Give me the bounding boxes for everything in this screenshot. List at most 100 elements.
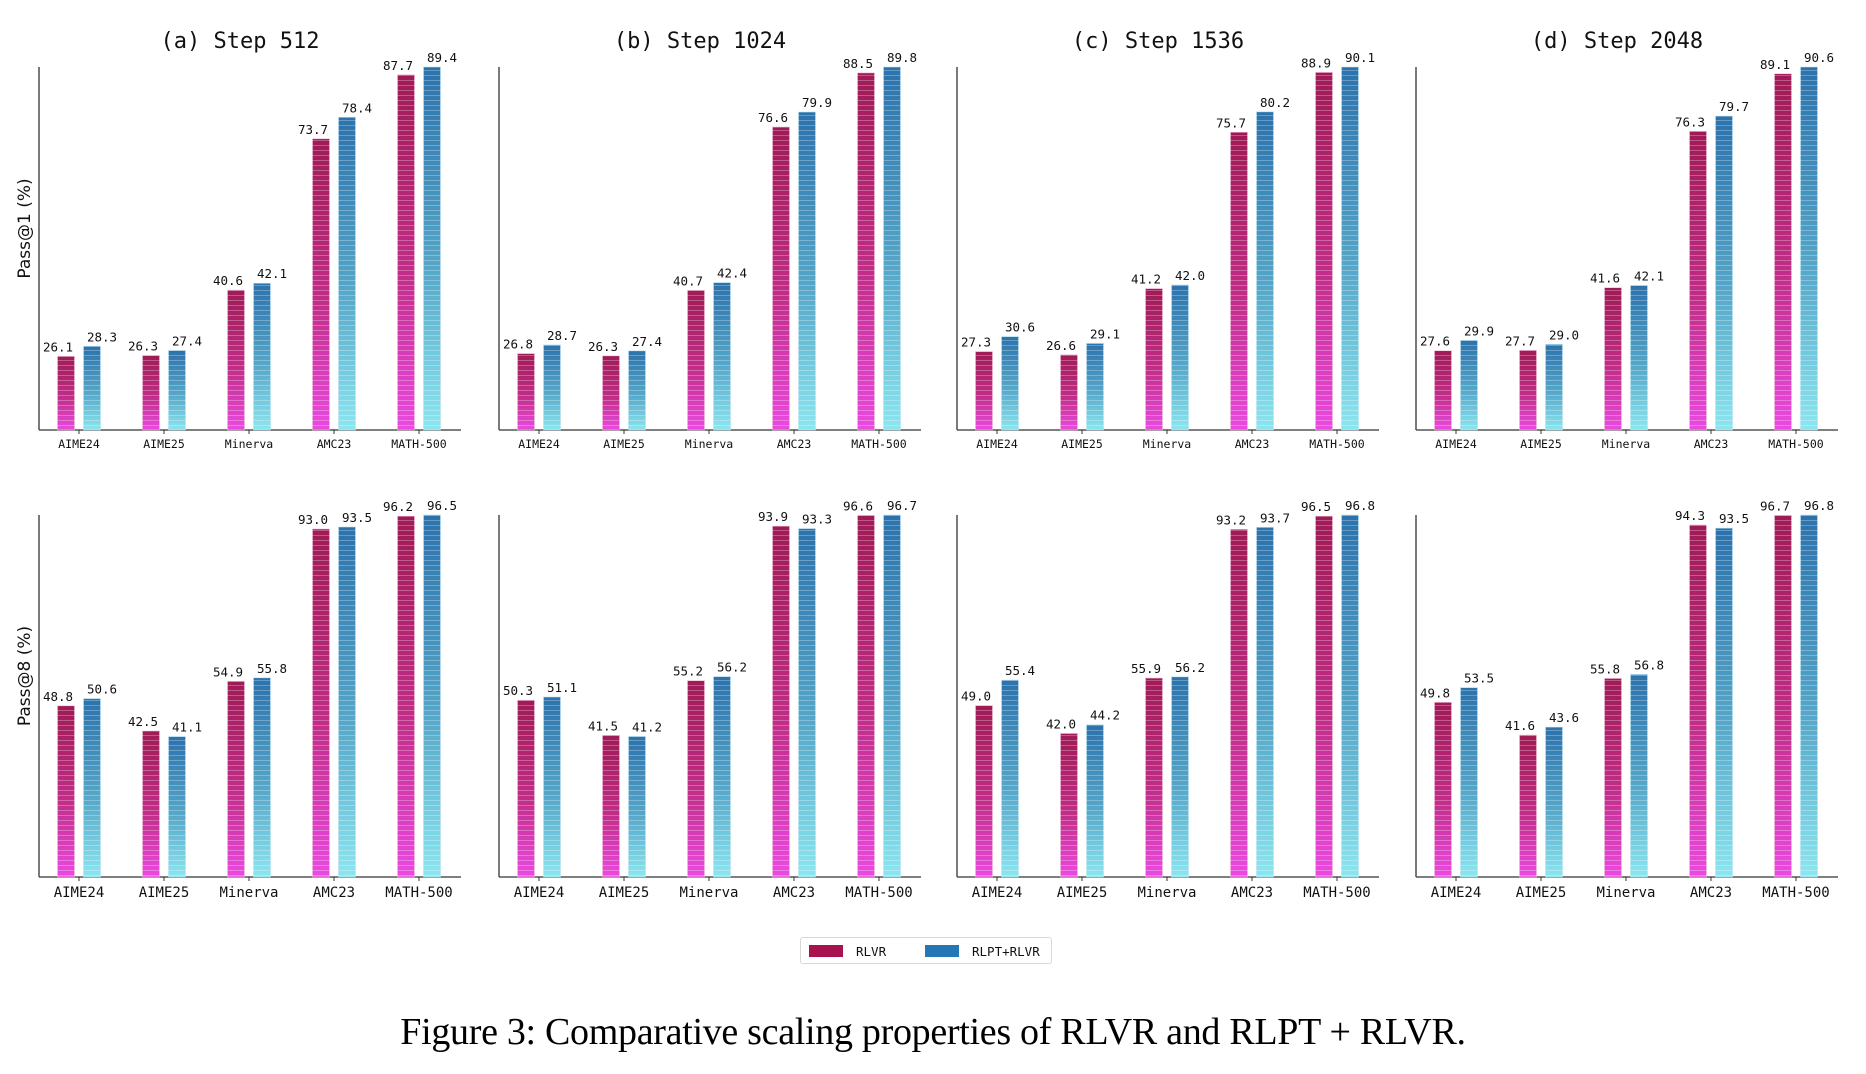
data-label-rlpt-rlvr: 96.5	[427, 498, 457, 513]
bar-texture	[1715, 116, 1733, 430]
data-label-rlpt-rlvr: 41.1	[172, 720, 202, 735]
data-label-rlvr: 48.8	[43, 689, 73, 704]
bar-texture	[1434, 350, 1452, 430]
bar-texture	[397, 74, 415, 431]
chart-panel-6: AIME24 50.3 51.1 AIME25 41.5 41.2 Minerva 55.2 5…	[498, 498, 921, 901]
bar-texture	[975, 705, 993, 877]
data-label-rlpt-rlvr: 43.6	[1549, 710, 1579, 725]
x-tick-label: MATH-500	[1309, 437, 1364, 451]
data-label-rlvr: 26.6	[1046, 338, 1076, 353]
x-tick-label: MATH-500	[385, 885, 452, 901]
bar-texture	[1519, 735, 1537, 877]
chart-panel-2: (b) Step 1024 AIME24 26.8 28.7 AIME25 26.3 27.…	[498, 29, 921, 451]
x-tick-label: Minerva	[685, 437, 733, 451]
bar-texture	[1460, 340, 1478, 430]
data-label-rlvr: 26.3	[128, 338, 158, 353]
x-tick-label: MATH-500	[1303, 885, 1370, 901]
data-label-rlvr: 27.3	[961, 335, 991, 350]
panel-title: (d) Step 2048	[1531, 29, 1703, 54]
x-tick-label: AMC23	[1231, 885, 1273, 901]
chart-panel-1: (a) Step 512 Pass@1 (%) AIME24 26.1 28.3 AIME…	[15, 29, 461, 451]
data-label-rlvr: 89.1	[1760, 57, 1790, 72]
data-label-rlpt-rlvr: 42.0	[1175, 268, 1205, 283]
bar-texture	[1800, 515, 1818, 877]
data-label-rlvr: 54.9	[213, 664, 243, 679]
data-label-rlvr: 75.7	[1216, 115, 1246, 130]
data-label-rlvr: 55.8	[1590, 661, 1620, 676]
x-tick-label: AIME25	[1057, 885, 1108, 901]
bar-texture	[312, 138, 330, 430]
bar-texture	[517, 353, 535, 430]
x-tick-label: Minerva	[219, 885, 278, 901]
bar-texture	[543, 696, 561, 877]
data-label-rlpt-rlvr: 56.8	[1634, 657, 1664, 672]
bar-texture	[1060, 354, 1078, 430]
data-label-rlpt-rlvr: 56.2	[717, 660, 747, 675]
data-label-rlvr: 94.3	[1675, 508, 1705, 523]
y-axis-label: Pass@1 (%)	[15, 178, 35, 278]
bar-texture	[602, 735, 620, 877]
x-tick-label: MATH-500	[1762, 885, 1829, 901]
data-label-rlpt-rlvr: 89.8	[887, 50, 917, 65]
data-label-rlvr: 93.2	[1216, 512, 1246, 527]
x-tick-label: AMC23	[313, 885, 355, 901]
bar-texture	[83, 698, 101, 877]
bar-texture	[1171, 676, 1189, 877]
bar-texture	[1689, 131, 1707, 430]
x-tick-label: Minerva	[1137, 885, 1196, 901]
x-tick-label: AIME24	[1431, 885, 1482, 901]
x-tick-label: AIME24	[54, 885, 105, 901]
bar-texture	[857, 515, 875, 877]
data-label-rlvr: 96.6	[843, 498, 873, 513]
data-label-rlpt-rlvr: 27.4	[632, 334, 662, 349]
data-label-rlpt-rlvr: 93.7	[1260, 510, 1290, 525]
bar-texture	[1604, 678, 1622, 877]
bar-texture	[1545, 727, 1563, 877]
bar-texture	[1545, 344, 1563, 430]
data-label-rlpt-rlvr: 80.2	[1260, 95, 1290, 110]
data-label-rlpt-rlvr: 42.1	[1634, 268, 1664, 283]
data-label-rlpt-rlvr: 96.7	[887, 498, 917, 513]
bar-texture	[1715, 528, 1733, 877]
data-label-rlvr: 26.3	[588, 339, 618, 354]
panel-title: (a) Step 512	[161, 29, 320, 54]
data-label-rlvr: 50.3	[503, 683, 533, 698]
x-tick-label: AMC23	[777, 437, 812, 451]
data-label-rlvr: 93.0	[298, 512, 328, 527]
bar-texture	[1230, 529, 1248, 877]
data-label-rlvr: 96.2	[383, 499, 413, 514]
x-tick-label: AMC23	[317, 437, 352, 451]
bar-texture	[253, 677, 271, 877]
x-tick-label: Minerva	[225, 437, 273, 451]
data-label-rlpt-rlvr: 89.4	[427, 50, 457, 65]
bar-texture	[168, 350, 186, 430]
x-tick-label: MATH-500	[851, 437, 906, 451]
bar-texture	[312, 529, 330, 877]
bar-texture	[1689, 524, 1707, 877]
x-tick-label: AIME24	[514, 885, 565, 901]
legend-swatch-rlvr	[809, 945, 843, 957]
bar-texture	[687, 290, 705, 430]
legend-label-rlvr: RLVR	[856, 943, 887, 959]
legend-item-rlvr: RLVR	[809, 943, 887, 959]
bar-texture	[628, 350, 646, 430]
bar-texture	[1774, 73, 1792, 430]
data-label-rlpt-rlvr: 29.0	[1549, 327, 1579, 342]
data-label-rlvr: 88.9	[1301, 55, 1331, 70]
chart-panel-8: AIME24 49.8 53.5 AIME25 41.6 43.6 Minerva 55.8 5…	[1415, 498, 1838, 901]
bar-texture	[1086, 724, 1104, 877]
x-tick-label: MATH-500	[845, 885, 912, 901]
bar-texture	[798, 528, 816, 877]
data-label-rlvr: 26.1	[43, 339, 73, 354]
data-label-rlvr: 55.2	[673, 664, 703, 679]
bar-texture	[1256, 111, 1274, 430]
bar-texture	[1341, 515, 1359, 877]
data-label-rlpt-rlvr: 29.9	[1464, 323, 1494, 338]
data-label-rlpt-rlvr: 79.7	[1719, 99, 1749, 114]
chart-panel-7: AIME24 49.0 55.4 AIME25 42.0 44.2 Minerva 55.9 5…	[956, 498, 1379, 901]
bar-texture	[1145, 678, 1163, 877]
bar-texture	[423, 515, 441, 877]
data-label-rlvr: 49.8	[1420, 685, 1450, 700]
bar-texture	[1315, 72, 1333, 430]
panel-title: (b) Step 1024	[614, 29, 786, 54]
